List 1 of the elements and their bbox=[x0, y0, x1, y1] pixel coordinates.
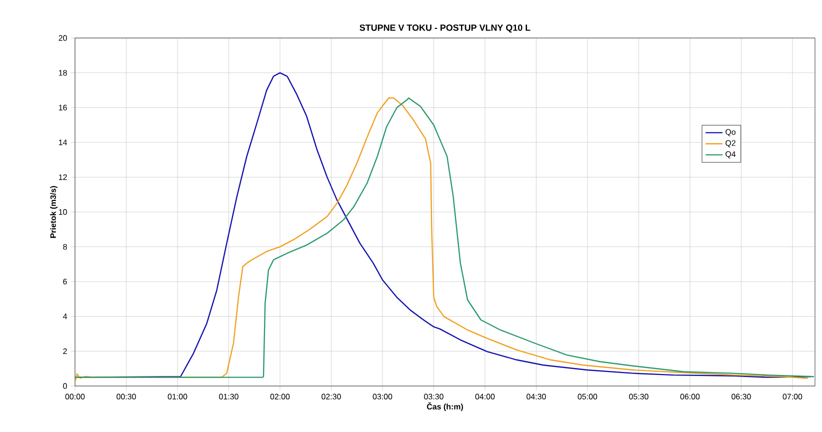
chart-title: STUPNE V TOKU - POSTUP VLNY Q10 L bbox=[360, 24, 530, 32]
